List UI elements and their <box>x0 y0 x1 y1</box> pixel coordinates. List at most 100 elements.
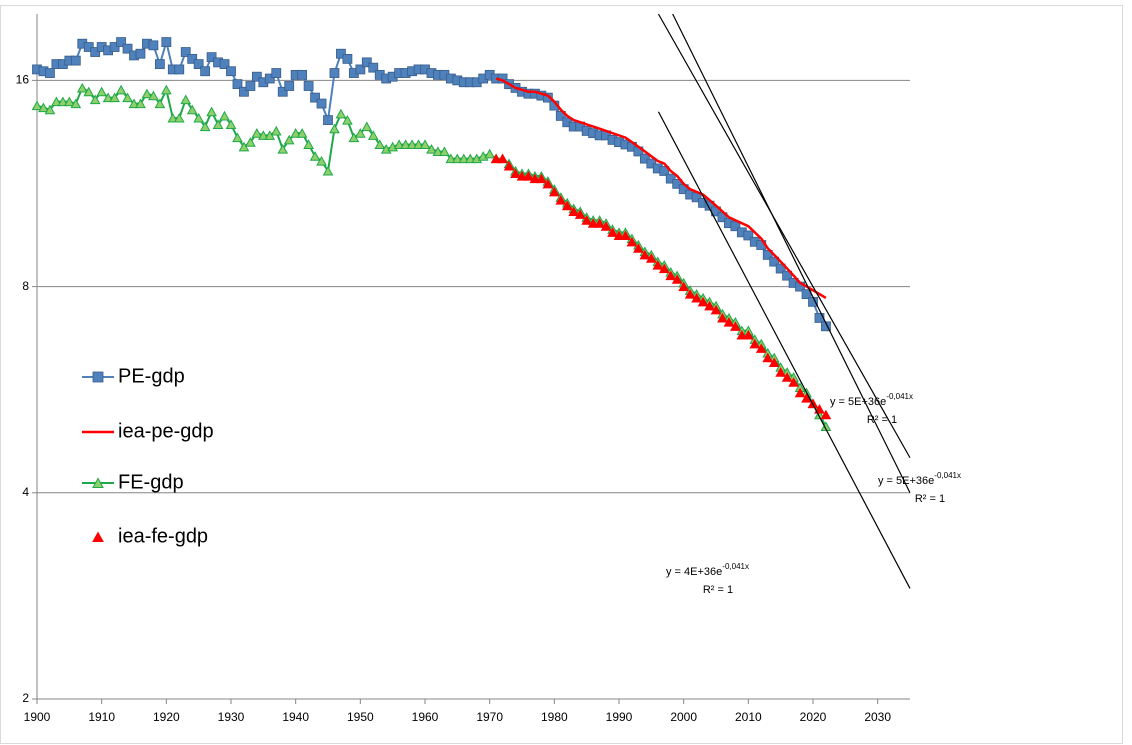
data-point <box>277 144 289 154</box>
data-point <box>801 392 812 403</box>
data-point <box>555 194 567 205</box>
data-point <box>503 160 515 171</box>
trendline-equation: y = 5E+36e-0,041x <box>878 471 961 487</box>
x-tick-label: 2010 <box>735 710 762 724</box>
data-point <box>665 173 676 184</box>
data-point <box>245 137 256 147</box>
data-point <box>316 155 327 166</box>
data-point <box>581 215 593 225</box>
data-point <box>186 104 198 115</box>
data-point <box>639 249 651 260</box>
trendline <box>672 13 911 494</box>
x-tick-label: 1920 <box>153 710 180 724</box>
data-point <box>620 230 631 241</box>
trendline-r2: R² = 1 <box>915 493 945 505</box>
data-point <box>239 86 249 97</box>
data-point <box>135 98 146 109</box>
data-point <box>361 57 372 68</box>
data-point <box>717 312 728 323</box>
data-point <box>742 329 754 340</box>
data-point <box>148 40 159 51</box>
data-point <box>225 119 237 129</box>
data-point <box>730 221 741 232</box>
series-line <box>495 77 827 300</box>
data-point <box>161 37 172 47</box>
x-tick-label: 1900 <box>24 710 51 724</box>
data-point <box>697 296 709 307</box>
data-point <box>626 236 638 247</box>
data-point <box>187 53 198 64</box>
data-point <box>743 230 754 241</box>
data-point <box>820 409 832 420</box>
data-point <box>671 274 683 284</box>
equation-exponent: -0,041x <box>722 562 749 571</box>
data-point <box>57 96 69 107</box>
data-point <box>38 102 49 113</box>
data-point <box>710 304 722 315</box>
data-point <box>775 367 787 377</box>
data-point <box>762 352 774 363</box>
data-point <box>523 170 534 181</box>
data-point <box>445 153 457 164</box>
data-point <box>271 68 282 78</box>
data-point <box>367 130 379 140</box>
data-point <box>510 168 521 179</box>
data-point <box>122 43 133 54</box>
x-tick-label: 1910 <box>88 710 115 724</box>
data-point <box>691 292 702 303</box>
data-point <box>245 81 256 91</box>
data-point <box>44 104 56 115</box>
y-tick-label: 8 <box>22 279 29 293</box>
data-point <box>70 55 81 66</box>
data-point <box>788 377 799 387</box>
data-point <box>296 128 308 138</box>
x-tick-label: 1960 <box>412 710 439 724</box>
data-point <box>336 48 346 59</box>
data-point <box>63 96 75 107</box>
data-point <box>808 296 818 307</box>
trendline-equation: y = 5E+36e-0,041x <box>830 392 913 408</box>
data-point <box>277 86 288 97</box>
legend-marker <box>92 531 104 542</box>
data-point <box>652 259 664 270</box>
legend-label: FE-gdp <box>118 471 184 493</box>
x-tick-label: 1980 <box>541 710 568 724</box>
data-point <box>704 300 715 311</box>
data-point <box>419 139 431 150</box>
equation-exponent: -0,041x <box>934 471 961 480</box>
data-point <box>458 153 470 164</box>
data-point <box>109 92 120 103</box>
data-point <box>821 321 831 332</box>
data-point <box>31 100 43 111</box>
data-point <box>613 230 625 241</box>
data-point <box>109 42 120 52</box>
x-tick-label: 1970 <box>476 710 503 724</box>
data-point <box>297 69 308 80</box>
data-point <box>361 121 373 132</box>
data-point <box>323 115 333 126</box>
data-point <box>548 186 560 197</box>
equation-exponent: -0,041x <box>886 392 913 401</box>
data-point <box>768 357 780 367</box>
data-point <box>607 227 618 237</box>
data-point <box>406 139 418 150</box>
y-tick-label: 16 <box>16 73 30 87</box>
data-point <box>76 82 88 93</box>
data-point <box>90 47 101 57</box>
data-point <box>730 321 741 331</box>
data-point <box>102 92 114 103</box>
data-point <box>782 270 793 281</box>
data-point <box>45 68 55 78</box>
data-point <box>542 92 553 103</box>
data-point <box>684 289 696 299</box>
data-point <box>749 338 761 349</box>
x-tick-label: 2000 <box>670 710 697 724</box>
equation-text: y = 5E+36e <box>830 396 886 408</box>
data-point <box>83 86 95 97</box>
legend-label: iea-pe-gdp <box>118 420 214 442</box>
data-point <box>354 128 366 138</box>
data-point <box>393 139 405 150</box>
data-point <box>116 37 126 47</box>
data-point <box>355 64 366 75</box>
data-point <box>536 173 547 184</box>
